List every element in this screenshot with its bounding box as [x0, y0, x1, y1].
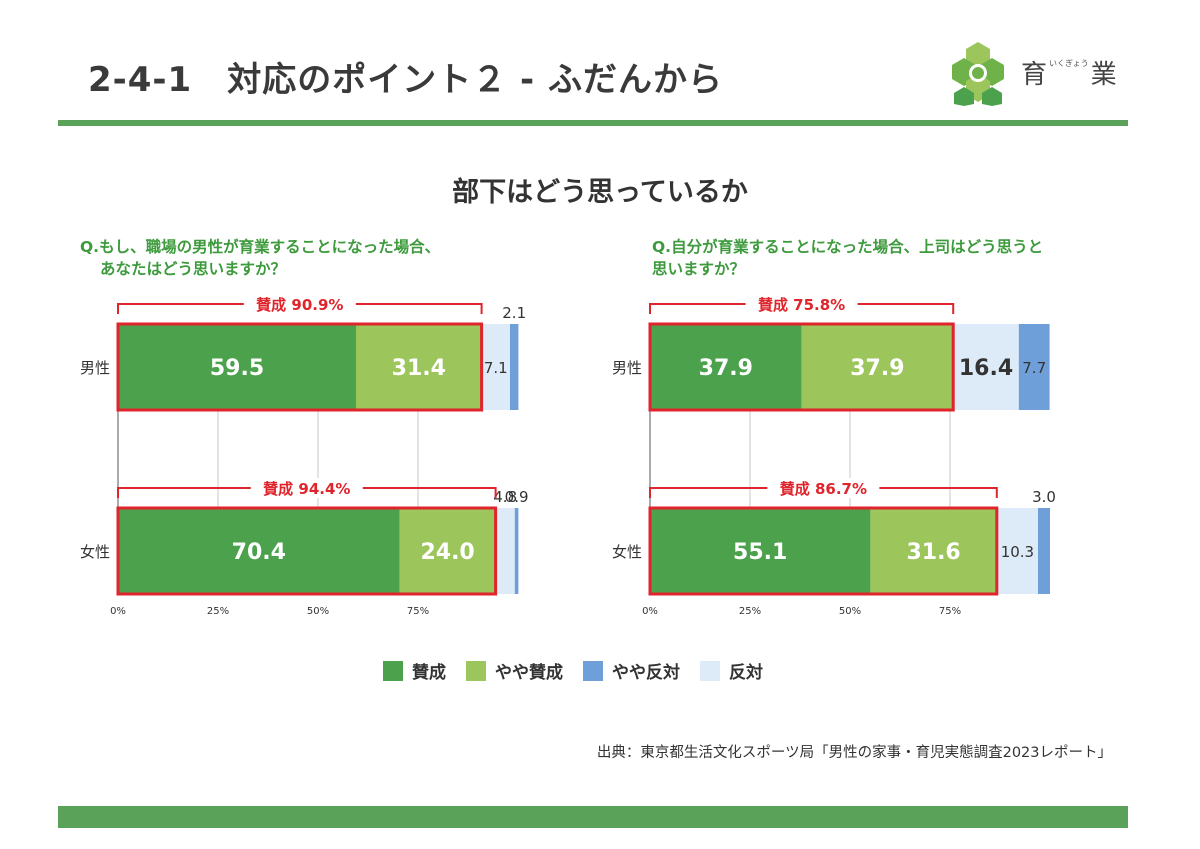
legend-item-sansei: 賛成: [383, 658, 446, 683]
bar-segment: [495, 508, 515, 594]
legend-swatch: [700, 660, 720, 681]
bar-segment: [801, 324, 954, 410]
x-tick-label: 50%: [839, 606, 861, 617]
bar-segment: [953, 324, 1019, 410]
data-label: 3.0: [1032, 488, 1056, 506]
x-tick-label: 25%: [739, 606, 761, 617]
question-left: Q.もし、職場の男性が育業することになった場合、 あなたはどう思いますか？: [80, 236, 440, 280]
data-label: 2.1: [502, 304, 526, 322]
agree-label-bg: [250, 478, 363, 498]
question-left-line2: あなたはどう思いますか？: [100, 260, 287, 278]
legend-item-yaya-sansei: やや賛成: [466, 658, 563, 683]
question-right: Q.自分が育業することになった場合、上司はどう思うと 思いますか？: [652, 236, 1043, 280]
bar-segment: [1038, 508, 1050, 594]
header-divider: [58, 120, 1128, 126]
bar-segment: [650, 324, 802, 410]
agree-label: 賛成 86.7%: [780, 480, 867, 498]
data-label: 7.7: [1022, 359, 1046, 377]
data-label: 10.3: [1001, 543, 1034, 561]
bar-segment: [996, 508, 1038, 594]
x-tick-label: 50%: [307, 606, 329, 617]
data-label: 24.0: [420, 540, 474, 565]
chart-left: 男性 59.5 31.4 7.1 2.1 賛成 90.9% 女性 70.4 24.0 4.80.9…: [80, 294, 529, 617]
footer-bar: [58, 806, 1128, 828]
data-label: 55.1: [733, 540, 787, 565]
data-label: 70.4: [232, 540, 286, 565]
question-left-line1: Q.もし、職場の男性が育業することになった場合、: [80, 238, 441, 256]
agree-highlight-frame: [648, 506, 999, 596]
legend-swatch: [583, 660, 603, 681]
x-tick-label: 25%: [207, 606, 229, 617]
data-label: 4.8: [493, 488, 517, 506]
category-label: 男性: [80, 359, 110, 377]
agree-highlight-frame: [116, 322, 484, 412]
bar-segment: [514, 508, 519, 594]
page-title: 2-4-1 対応のポイント２ - ふだんから: [88, 60, 723, 100]
data-label: 31.6: [906, 540, 960, 565]
logo-main-2: 業: [1090, 60, 1117, 90]
logo-ruby: いくぎょう: [1049, 59, 1089, 68]
agree-label-bg: [767, 478, 880, 498]
section-title: 部下はどう思っているか: [452, 177, 748, 208]
category-label: 男性: [612, 359, 642, 377]
legend-label: やや反対: [612, 663, 680, 683]
bar-segment: [399, 508, 496, 594]
bar-segment: [650, 508, 871, 594]
category-label: 女性: [80, 543, 110, 561]
bar-segment: [356, 324, 482, 410]
question-right-line1: Q.自分が育業することになった場合、上司はどう思うと: [652, 238, 1044, 256]
hexagon-logo-icon: [952, 42, 1004, 106]
data-label: 16.4: [959, 356, 1013, 381]
question-right-line2: 思いますか？: [652, 260, 746, 278]
agree-label: 賛成 90.9%: [256, 296, 343, 314]
data-label: 37.9: [699, 356, 753, 381]
agree-highlight-frame: [116, 506, 498, 596]
bar-segment: [1018, 324, 1050, 410]
agree-label: 賛成 94.4%: [263, 480, 350, 498]
ikugyo-logo: 育いくぎょう業: [945, 40, 1117, 106]
legend-swatch: [466, 660, 486, 681]
legend-item-yaya-hantai: やや反対: [583, 658, 680, 683]
category-label: 女性: [612, 543, 642, 561]
agree-highlight-frame: [648, 322, 955, 412]
bar-segment: [870, 508, 997, 594]
bar-segment: [118, 324, 356, 410]
logo-text: 育いくぎょう業: [1021, 54, 1117, 91]
bar-segment: [481, 324, 510, 410]
chart-legend: 賛成 やや賛成 やや反対 反対: [383, 658, 783, 683]
data-label: 37.9: [850, 356, 904, 381]
x-tick-label: 75%: [939, 606, 961, 617]
logo-main-1: 育: [1021, 60, 1048, 90]
legend-label: 賛成: [412, 663, 446, 683]
agree-label-bg: [243, 294, 356, 314]
x-tick-label: 75%: [407, 606, 429, 617]
legend-swatch: [383, 660, 403, 681]
data-label: 31.4: [392, 356, 446, 381]
data-label: 7.1: [484, 359, 508, 377]
source-citation: 出典：東京都生活文化スポーツ局「男性の家事・育児実態調査2023レポート」: [596, 745, 1112, 761]
data-label: 59.5: [210, 356, 264, 381]
bar-segment: [510, 324, 519, 410]
x-tick-label: 0%: [642, 606, 658, 617]
bar-segment: [118, 508, 400, 594]
x-tick-label: 0%: [110, 606, 126, 617]
agree-label-bg: [745, 294, 858, 314]
legend-label: 反対: [729, 663, 763, 683]
legend-item-hantai: 反対: [700, 658, 763, 683]
data-label: 0.9: [505, 488, 529, 506]
chart-right: 男性 37.9 37.9 16.4 7.7 賛成 75.8% 女性 55.1 31.6 10.3 3…: [612, 294, 1056, 617]
agree-label: 賛成 75.8%: [758, 296, 845, 314]
legend-label: やや賛成: [495, 663, 563, 683]
